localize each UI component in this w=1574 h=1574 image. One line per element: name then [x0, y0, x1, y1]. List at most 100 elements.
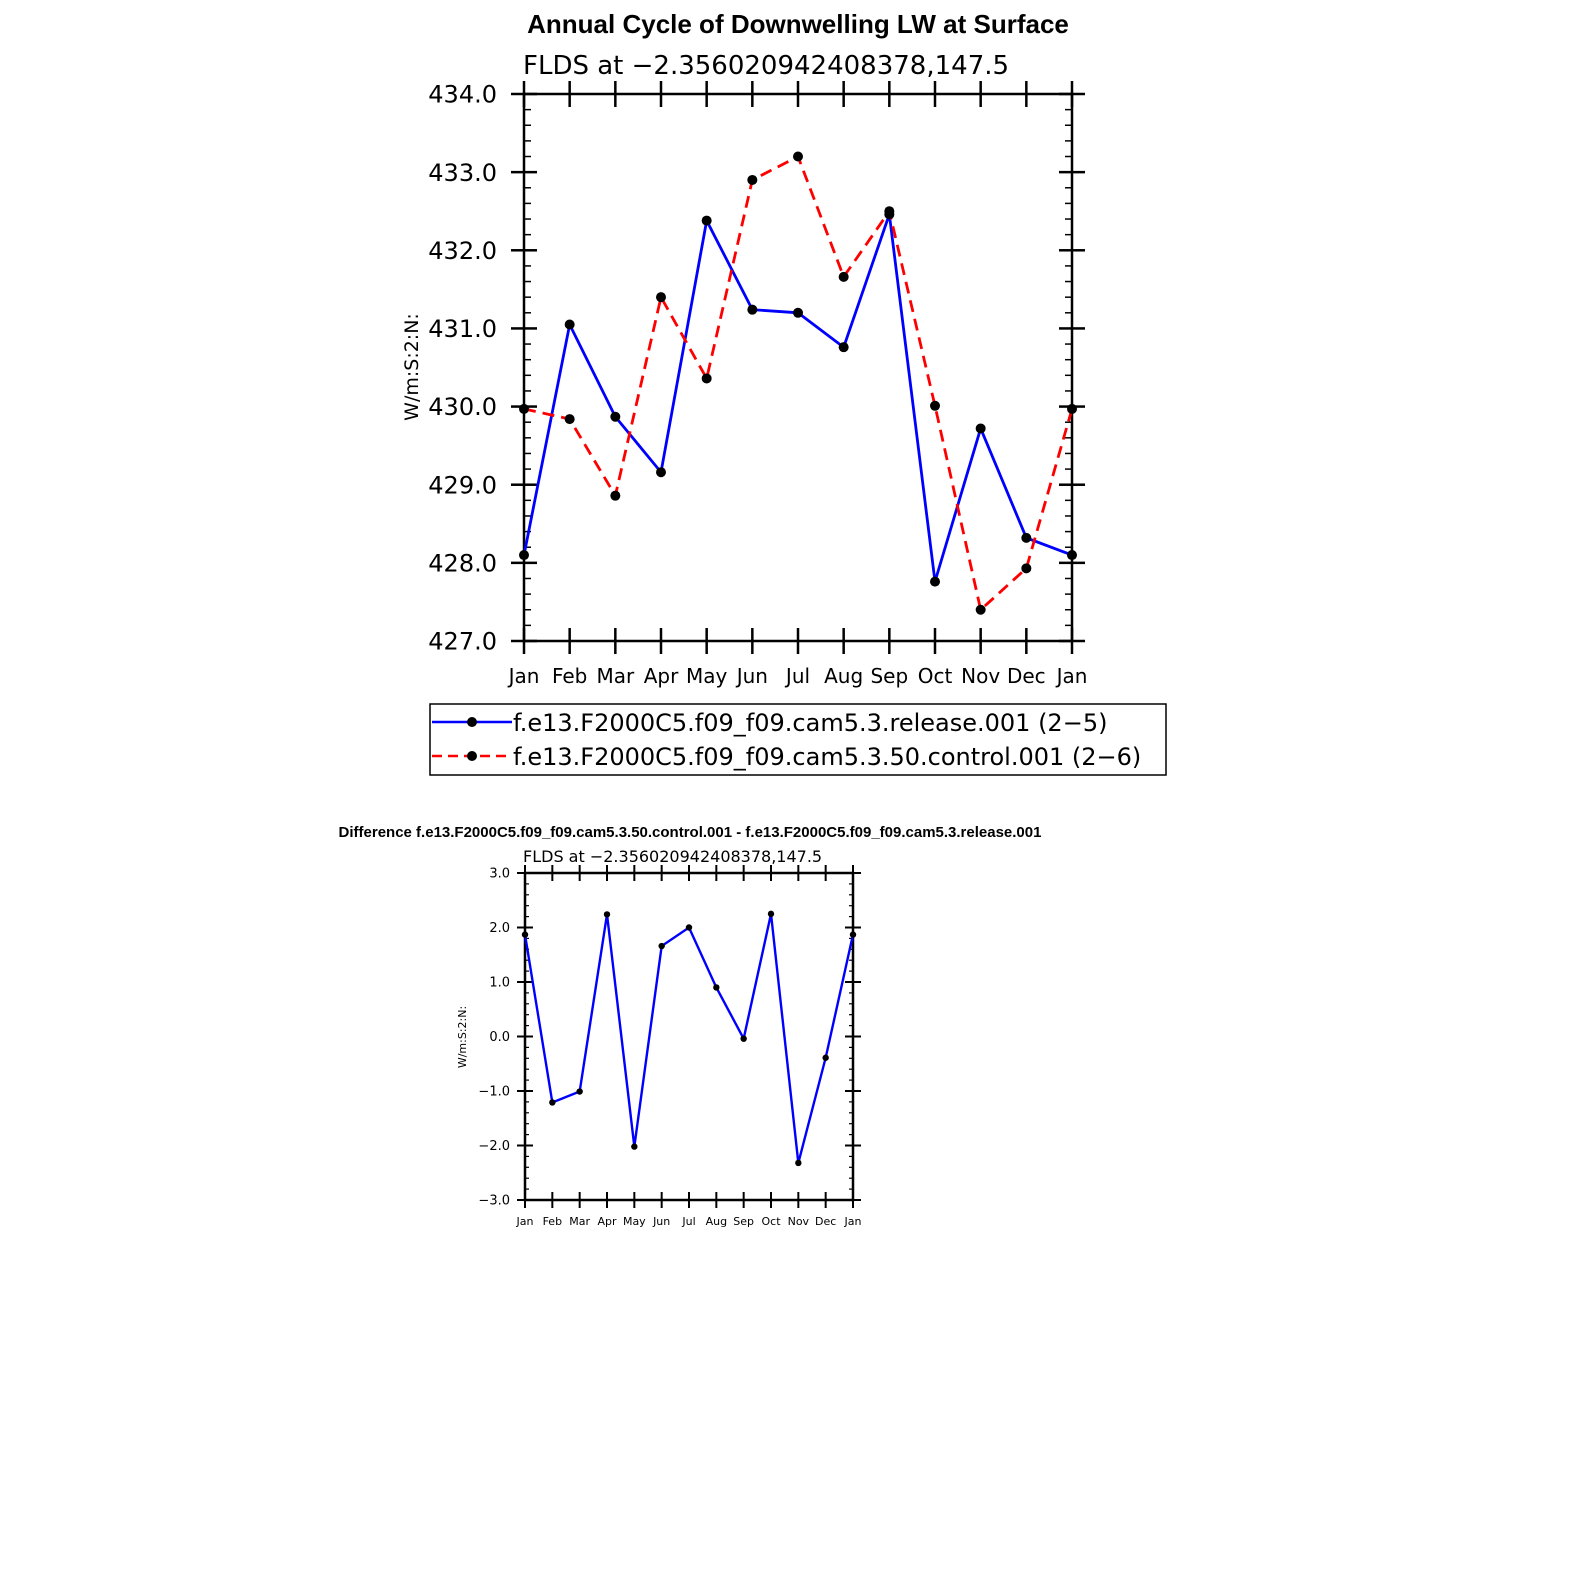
x-tick-label: Jan [1055, 664, 1088, 688]
chart2-tick-labels: Jan Feb Mar Apr May Jun Jul Aug Sep Oct Nov Dec Jan−… [478, 867, 861, 1228]
chart1-title: Annual Cycle of Downwelling LW at Surfac… [527, 9, 1069, 39]
x-tick-label: Jan [507, 664, 540, 688]
y-tick-label: 430.0 [428, 393, 497, 421]
series-0-point [701, 215, 712, 226]
series-0-point [685, 924, 693, 931]
y-tick-label: 427.0 [428, 628, 497, 656]
series-1-point [747, 174, 758, 185]
series-0-point [838, 342, 849, 353]
x-tick-label: Jan [844, 1215, 862, 1228]
series-0-point [1021, 532, 1032, 543]
legend-marker-release [467, 717, 477, 727]
x-tick-label: Aug [706, 1215, 727, 1228]
series-line-1 [523, 154, 1074, 613]
series-0-point [795, 1159, 802, 1167]
annual-cycle-chart: Annual Cycle of Downwelling LW at Surfac… [401, 9, 1167, 776]
x-tick-label: Sep [733, 1215, 754, 1228]
legend-marker-control [467, 751, 477, 761]
y-tick-label: 434.0 [428, 81, 497, 109]
y-tick-label: 432.0 [428, 237, 497, 265]
series-1-point [793, 151, 803, 162]
chart2-title: Difference f.e13.F2000C5.f09_f09.cam5.3.… [339, 824, 1042, 841]
series-1-point [1067, 403, 1077, 414]
x-tick-label: Mar [569, 1215, 590, 1228]
series-0-point [1067, 550, 1077, 561]
series-0-point [656, 467, 666, 478]
series-0-point [521, 931, 529, 938]
series-0-point [740, 1035, 747, 1042]
legend-box [429, 703, 1167, 776]
y-tick-label: −2.0 [478, 1139, 510, 1154]
series-1-point [519, 403, 529, 414]
x-tick-label: Jul [681, 1215, 695, 1228]
series-1-point [610, 490, 621, 501]
series-0-point [713, 984, 720, 991]
chart1-subtitle: FLDS at −2.356020942408378,147.5 [523, 51, 1009, 81]
y-tick-label: 2.0 [489, 921, 510, 936]
chart2-subtitle: FLDS at −2.356020942408378,147.5 [523, 847, 822, 866]
x-tick-label: Oct [918, 664, 953, 688]
chart1-axes [511, 81, 1085, 654]
series-0-point [793, 307, 803, 318]
series-0-point [549, 1099, 556, 1106]
chart1-legend: f.e13.F2000C5.f09_f09.cam5.3.release.001… [429, 703, 1167, 776]
y-tick-label: 0.0 [489, 1030, 510, 1045]
series-0-point [930, 576, 940, 587]
x-tick-label: Jan [516, 1215, 534, 1228]
series-0-point [767, 910, 775, 918]
chart2-axes [517, 865, 861, 1208]
series-line-0 [522, 213, 1073, 583]
difference-chart: Difference f.e13.F2000C5.f09_f09.cam5.3.… [339, 824, 1042, 1228]
y-tick-label: 1.0 [489, 976, 510, 991]
series-0-point [975, 423, 986, 434]
x-tick-label: May [623, 1215, 646, 1228]
series-1-point [564, 414, 575, 425]
series-1-point [975, 604, 986, 615]
x-tick-label: Apr [644, 664, 679, 688]
series-1-point [930, 400, 940, 411]
x-tick-label: Nov [961, 664, 1000, 688]
series-0-point [564, 319, 575, 330]
chart2-series [521, 910, 857, 1167]
series-1-point [884, 206, 895, 217]
y-tick-label: 433.0 [428, 159, 497, 187]
series-0-point [603, 911, 611, 918]
x-tick-label: Apr [597, 1215, 617, 1228]
series-0-point [822, 1054, 829, 1061]
chart1-series [519, 151, 1077, 615]
series-0-point [631, 1143, 638, 1150]
series-1-point [838, 271, 849, 282]
chart2-ylabel: W/m:S:2:N: [456, 1006, 469, 1068]
y-tick-label: 428.0 [428, 549, 497, 577]
y-tick-label: −1.0 [478, 1085, 510, 1100]
series-line-0 [523, 913, 855, 1164]
legend-label-release: f.e13.F2000C5.f09_f09.cam5.3.release.001… [513, 709, 1107, 737]
chart1-tick-labels: Jan Feb Mar Apr May Jun Jul Aug Sep Oct Nov Dec Jan 4… [428, 81, 1087, 688]
y-tick-label: 3.0 [489, 867, 510, 882]
plot-frame [523, 871, 855, 1202]
x-tick-label: Nov [788, 1215, 810, 1228]
series-1-point [1021, 563, 1032, 574]
x-tick-label: Feb [543, 1215, 562, 1228]
series-0-point [747, 304, 758, 315]
x-tick-label: May [686, 664, 728, 688]
x-tick-label: Jun [652, 1215, 670, 1228]
series-0-point [610, 411, 621, 422]
x-tick-label: Mar [596, 664, 635, 688]
series-1-point [656, 292, 666, 303]
x-tick-label: Oct [761, 1215, 781, 1228]
y-tick-label: 431.0 [428, 315, 497, 343]
series-0-point [576, 1088, 583, 1095]
y-tick-label: −3.0 [478, 1194, 510, 1209]
x-tick-label: Sep [870, 664, 908, 688]
series-0-point [658, 942, 665, 950]
series-0-point [849, 931, 857, 938]
series-0-point [519, 550, 529, 561]
y-tick-label: 429.0 [428, 471, 497, 499]
chart1-ylabel: W/m:S:2:N: [401, 313, 423, 421]
series-1-point [701, 373, 712, 384]
x-tick-label: Dec [815, 1215, 836, 1228]
plot-frame [522, 92, 1074, 643]
x-tick-label: Jul [784, 664, 810, 688]
